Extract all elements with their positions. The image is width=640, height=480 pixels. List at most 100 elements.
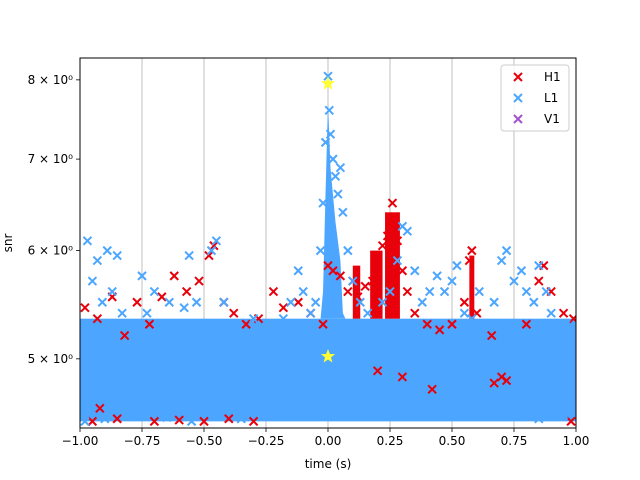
point-h1-31 <box>382 231 393 241</box>
point-h1-40 <box>434 325 445 335</box>
point-h1-55 <box>87 416 98 427</box>
point-h1-24 <box>343 286 353 297</box>
point-h1-16 <box>268 286 279 297</box>
legend-marker-v1 <box>513 114 523 124</box>
point-l1-95 <box>410 410 420 420</box>
point-l1-31 <box>278 313 289 324</box>
point-l1-3 <box>92 255 103 266</box>
point-l1-65 <box>459 308 470 318</box>
point-l1-59 <box>417 297 427 307</box>
point-l1-50 <box>355 297 365 307</box>
point-l1-66 <box>467 313 477 324</box>
point-h1-61 <box>248 416 259 427</box>
x-axis-label: time (s) <box>305 457 352 471</box>
point-l1-90 <box>286 406 296 416</box>
point-h1-53 <box>558 308 569 318</box>
point-l1-93 <box>360 406 370 416</box>
point-l1-49 <box>348 276 358 286</box>
point-h1-64 <box>489 378 499 388</box>
point-h1-46 <box>486 330 497 341</box>
point-l1-81 <box>568 330 576 341</box>
legend-label-h1: H1 <box>544 70 561 84</box>
point-h1-18 <box>293 297 303 307</box>
point-l1-61 <box>432 271 442 281</box>
point-l1-18 <box>184 250 194 261</box>
point-l1-69 <box>489 297 499 307</box>
point-l1-2 <box>87 276 98 286</box>
point-h1-0 <box>80 302 90 313</box>
point-l1-25 <box>234 330 244 341</box>
point-l1-39 <box>320 137 331 148</box>
point-l1-35 <box>305 308 316 318</box>
point-h1-7 <box>169 271 179 281</box>
point-l1-83 <box>100 414 110 424</box>
point-l1-70 <box>496 255 507 266</box>
point-l1-73 <box>516 266 527 276</box>
point-l1-37 <box>315 245 326 256</box>
point-l1-42 <box>325 129 336 139</box>
point-l1-30 <box>271 325 281 335</box>
point-l1-16 <box>172 330 182 341</box>
point-l1-19 <box>191 297 202 307</box>
x-tick-label-3: −0.25 <box>248 434 285 448</box>
point-l1-38 <box>318 198 328 208</box>
legend-frame <box>500 64 570 132</box>
legend-marker-l1 <box>513 93 523 103</box>
point-h1-1 <box>92 313 103 324</box>
point-l1-57 <box>402 226 413 236</box>
point-h1-38 <box>410 308 420 318</box>
point-l1-47 <box>338 207 348 218</box>
point-l1-26 <box>241 336 251 346</box>
point-l1-12 <box>142 308 152 318</box>
point-h1-35 <box>392 236 403 246</box>
point-h1-49 <box>521 319 532 329</box>
point-h1-60 <box>224 414 234 424</box>
point-l1-32 <box>286 297 296 307</box>
point-l1-60 <box>424 286 435 297</box>
legend-label-l1: L1 <box>544 91 558 105</box>
point-h1-30 <box>377 240 388 251</box>
point-l1-24 <box>226 319 236 329</box>
h1-band-3 <box>469 255 475 319</box>
x-tick-label-1: −0.75 <box>124 434 161 448</box>
point-h1-17 <box>278 302 289 313</box>
point-l1-45 <box>333 189 343 199</box>
point-l1-96 <box>434 403 445 414</box>
point-l1-34 <box>298 286 308 297</box>
point-h1-65 <box>566 416 576 427</box>
point-l1-76 <box>534 260 544 271</box>
point-h1-20 <box>318 319 328 329</box>
y-axis-ticks: 5 × 10⁰ 6 × 10⁰ 7 × 10⁰ 8 × 10⁰ <box>28 73 80 366</box>
x-tick-label-2: −0.50 <box>186 434 223 448</box>
point-l1-74 <box>521 286 532 297</box>
point-l1-101 <box>558 410 569 420</box>
point-h1-27 <box>360 281 370 291</box>
x-tick-label-8: 1.00 <box>563 434 590 448</box>
point-l1-82 <box>80 416 90 427</box>
point-l1-62 <box>439 286 450 297</box>
point-h1-48 <box>501 375 512 386</box>
x-tick-label-4: 0.00 <box>315 434 342 448</box>
point-h1-33 <box>387 198 398 208</box>
point-l1-94 <box>385 403 395 414</box>
point-l1-92 <box>335 401 346 411</box>
point-l1-27 <box>248 313 259 324</box>
point-l1-46 <box>335 162 346 173</box>
point-l1-100 <box>534 414 544 424</box>
point-l1-9 <box>122 319 132 329</box>
point-h1-57 <box>149 416 160 427</box>
point-h1-11 <box>209 240 219 251</box>
point-l1-11 <box>137 271 147 281</box>
point-h1-63 <box>427 384 437 394</box>
point-h1-4 <box>132 297 142 307</box>
point-h1-29 <box>372 255 383 266</box>
point-l1-78 <box>546 308 556 318</box>
point-l1-54 <box>385 286 395 297</box>
point-h1-58 <box>174 415 184 425</box>
point-l1-36 <box>310 297 321 307</box>
point-h1-13 <box>229 308 239 318</box>
y-tick-label-0: 5 × 10⁰ <box>28 352 74 366</box>
point-h1-39 <box>422 319 432 329</box>
point-h1-34 <box>390 212 400 222</box>
